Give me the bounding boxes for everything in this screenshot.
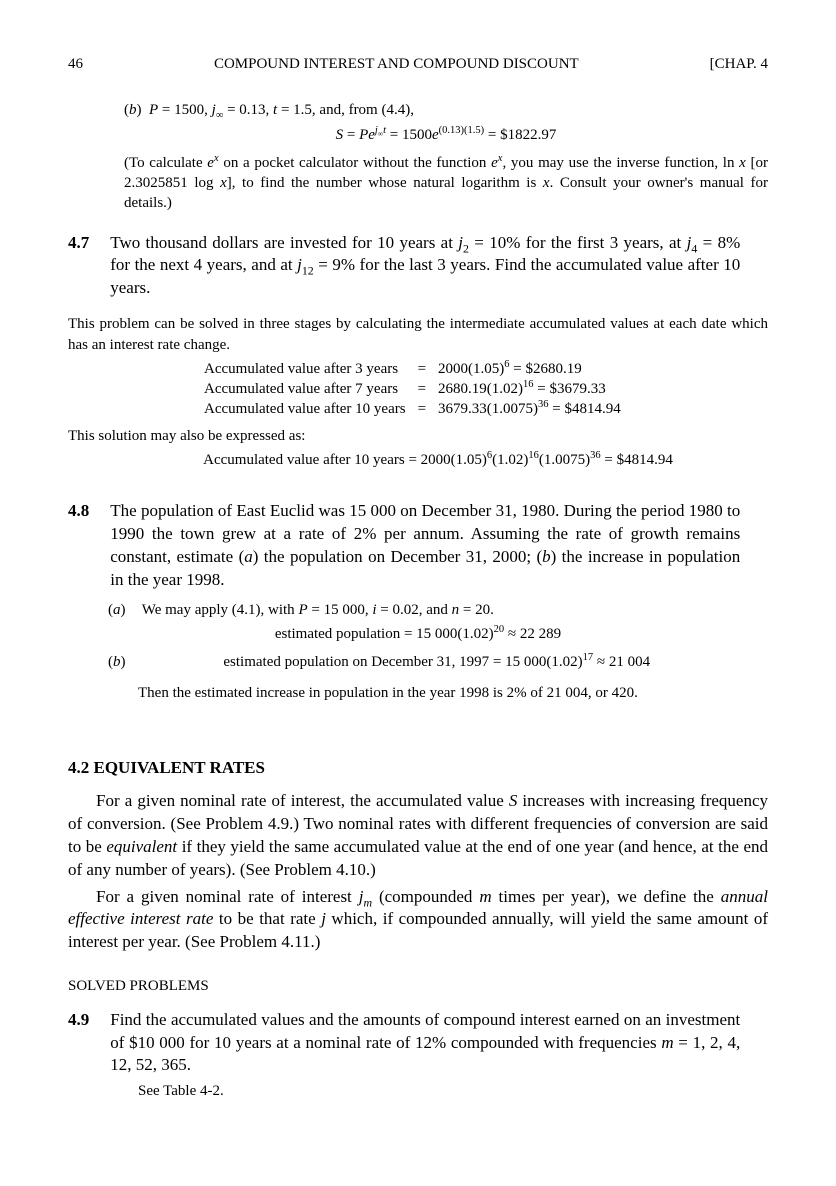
p48-b-conclusion: Then the estimated increase in populatio…: [138, 683, 768, 703]
p47-soln-lead: This problem can be solved in three stag…: [68, 314, 768, 355]
part-b: (b) P = 1500, j∞ = 0.13, t = 1.5, and, f…: [124, 100, 768, 213]
row1-eq: =: [412, 359, 432, 379]
p47-alt-lead: This solution may also be expressed as:: [68, 426, 768, 446]
part-a-text: We may apply (4.1), with P = 15 000, i =…: [142, 600, 732, 620]
section-4-2-title: 4.2 EQUIVALENT RATES: [68, 757, 768, 780]
sec42-para1: For a given nominal rate of interest, th…: [68, 790, 768, 882]
p48-a-eq: estimated population = 15 000(1.02)20 ≈ …: [68, 624, 768, 644]
row3-label: Accumulated value after 10 years: [198, 399, 412, 419]
p47-calc-table: Accumulated value after 3 years = 2000(1…: [198, 359, 627, 420]
prob-text: The population of East Euclid was 15 000…: [110, 500, 740, 592]
prob-number: 4.8: [68, 500, 106, 523]
problem-4-7: 4.7 Two thousand dollars are invested fo…: [68, 232, 768, 301]
p48-part-b: (b) estimated population on December 31,…: [108, 652, 768, 672]
row2-val: 2680.19(1.02)16 = $3679.33: [432, 379, 627, 399]
part-b-label: (b): [108, 652, 138, 672]
prob-text: Two thousand dollars are invested for 10…: [110, 232, 740, 301]
prob-text: Find the accumulated values and the amou…: [110, 1009, 740, 1078]
part-b-eq: estimated population on December 31, 199…: [142, 652, 732, 672]
prob-number: 4.7: [68, 232, 106, 255]
row3-val: 3679.33(1.0075)36 = $4814.94: [432, 399, 627, 419]
part-b-equation: S = Pej∞t = 1500e(0.13)(1.5) = $1822.97: [124, 125, 768, 145]
row2-label: Accumulated value after 7 years: [198, 379, 412, 399]
row1-label: Accumulated value after 3 years: [198, 359, 412, 379]
chapter-ref: [CHAP. 4: [710, 54, 768, 74]
part-b-lead: (b) P = 1500, j∞ = 0.13, t = 1.5, and, f…: [124, 100, 768, 120]
page-number: 46: [68, 54, 83, 74]
p49-see: See Table 4-2.: [138, 1081, 768, 1101]
page: 46 COMPOUND INTEREST AND COMPOUND DISCOU…: [0, 0, 836, 1186]
sec42-para2: For a given nominal rate of interest jm …: [68, 886, 768, 955]
solved-problems-heading: SOLVED PROBLEMS: [68, 976, 768, 996]
row3-eq: =: [412, 399, 432, 419]
part-a-label: (a): [108, 600, 138, 620]
problem-4-8: 4.8 The population of East Euclid was 15…: [68, 500, 768, 592]
p48-part-a: (a) We may apply (4.1), with P = 15 000,…: [108, 600, 768, 620]
running-head: 46 COMPOUND INTEREST AND COMPOUND DISCOU…: [68, 54, 768, 74]
problem-4-9: 4.9 Find the accumulated values and the …: [68, 1009, 768, 1078]
p47-alt-eq: Accumulated value after 10 years = 2000(…: [108, 450, 768, 470]
chapter-title: COMPOUND INTEREST AND COMPOUND DISCOUNT: [83, 54, 710, 74]
part-b-note: (To calculate ex on a pocket calculator …: [124, 153, 768, 214]
row1-val: 2000(1.05)6 = $2680.19: [432, 359, 627, 379]
row2-eq: =: [412, 379, 432, 399]
prob-number: 4.9: [68, 1009, 106, 1032]
